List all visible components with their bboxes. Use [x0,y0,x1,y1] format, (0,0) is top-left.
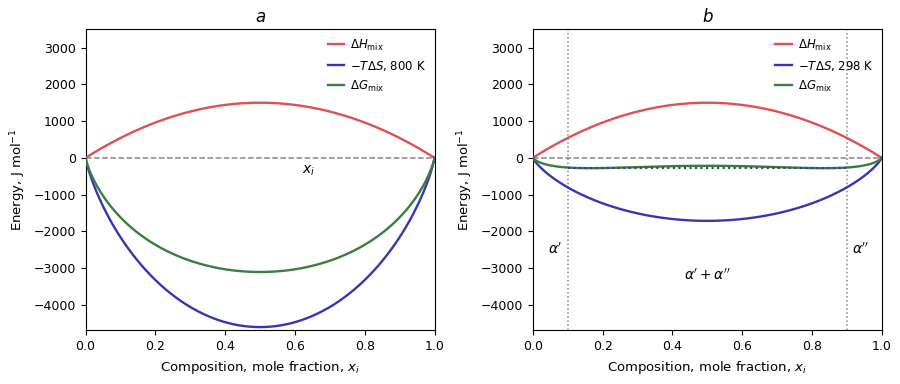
Text: $x_i$: $x_i$ [302,164,315,178]
Text: $\alpha'$: $\alpha'$ [548,242,562,257]
Legend: $\Delta H_\mathrm{mix}$, $-T\Delta S$, 298 K, $\Delta G_\mathrm{mix}$: $\Delta H_\mathrm{mix}$, $-T\Delta S$, 2… [770,33,878,98]
Text: $\alpha^{\prime\prime}$: $\alpha^{\prime\prime}$ [852,242,869,257]
Y-axis label: Energy, J mol$^{-1}$: Energy, J mol$^{-1}$ [8,129,28,231]
X-axis label: Composition, mole fraction, $x_i$: Composition, mole fraction, $x_i$ [160,359,360,376]
Title: a: a [255,8,266,26]
Title: b: b [702,8,713,26]
Y-axis label: Energy, J mol$^{-1}$: Energy, J mol$^{-1}$ [455,129,475,231]
Text: $\alpha' + \alpha^{\prime\prime}$: $\alpha' + \alpha^{\prime\prime}$ [684,268,731,283]
X-axis label: Composition, mole fraction, $x_i$: Composition, mole fraction, $x_i$ [608,359,807,376]
Legend: $\Delta H_\mathrm{mix}$, $-T\Delta S$, 800 K, $\Delta G_\mathrm{mix}$: $\Delta H_\mathrm{mix}$, $-T\Delta S$, 8… [323,33,431,98]
